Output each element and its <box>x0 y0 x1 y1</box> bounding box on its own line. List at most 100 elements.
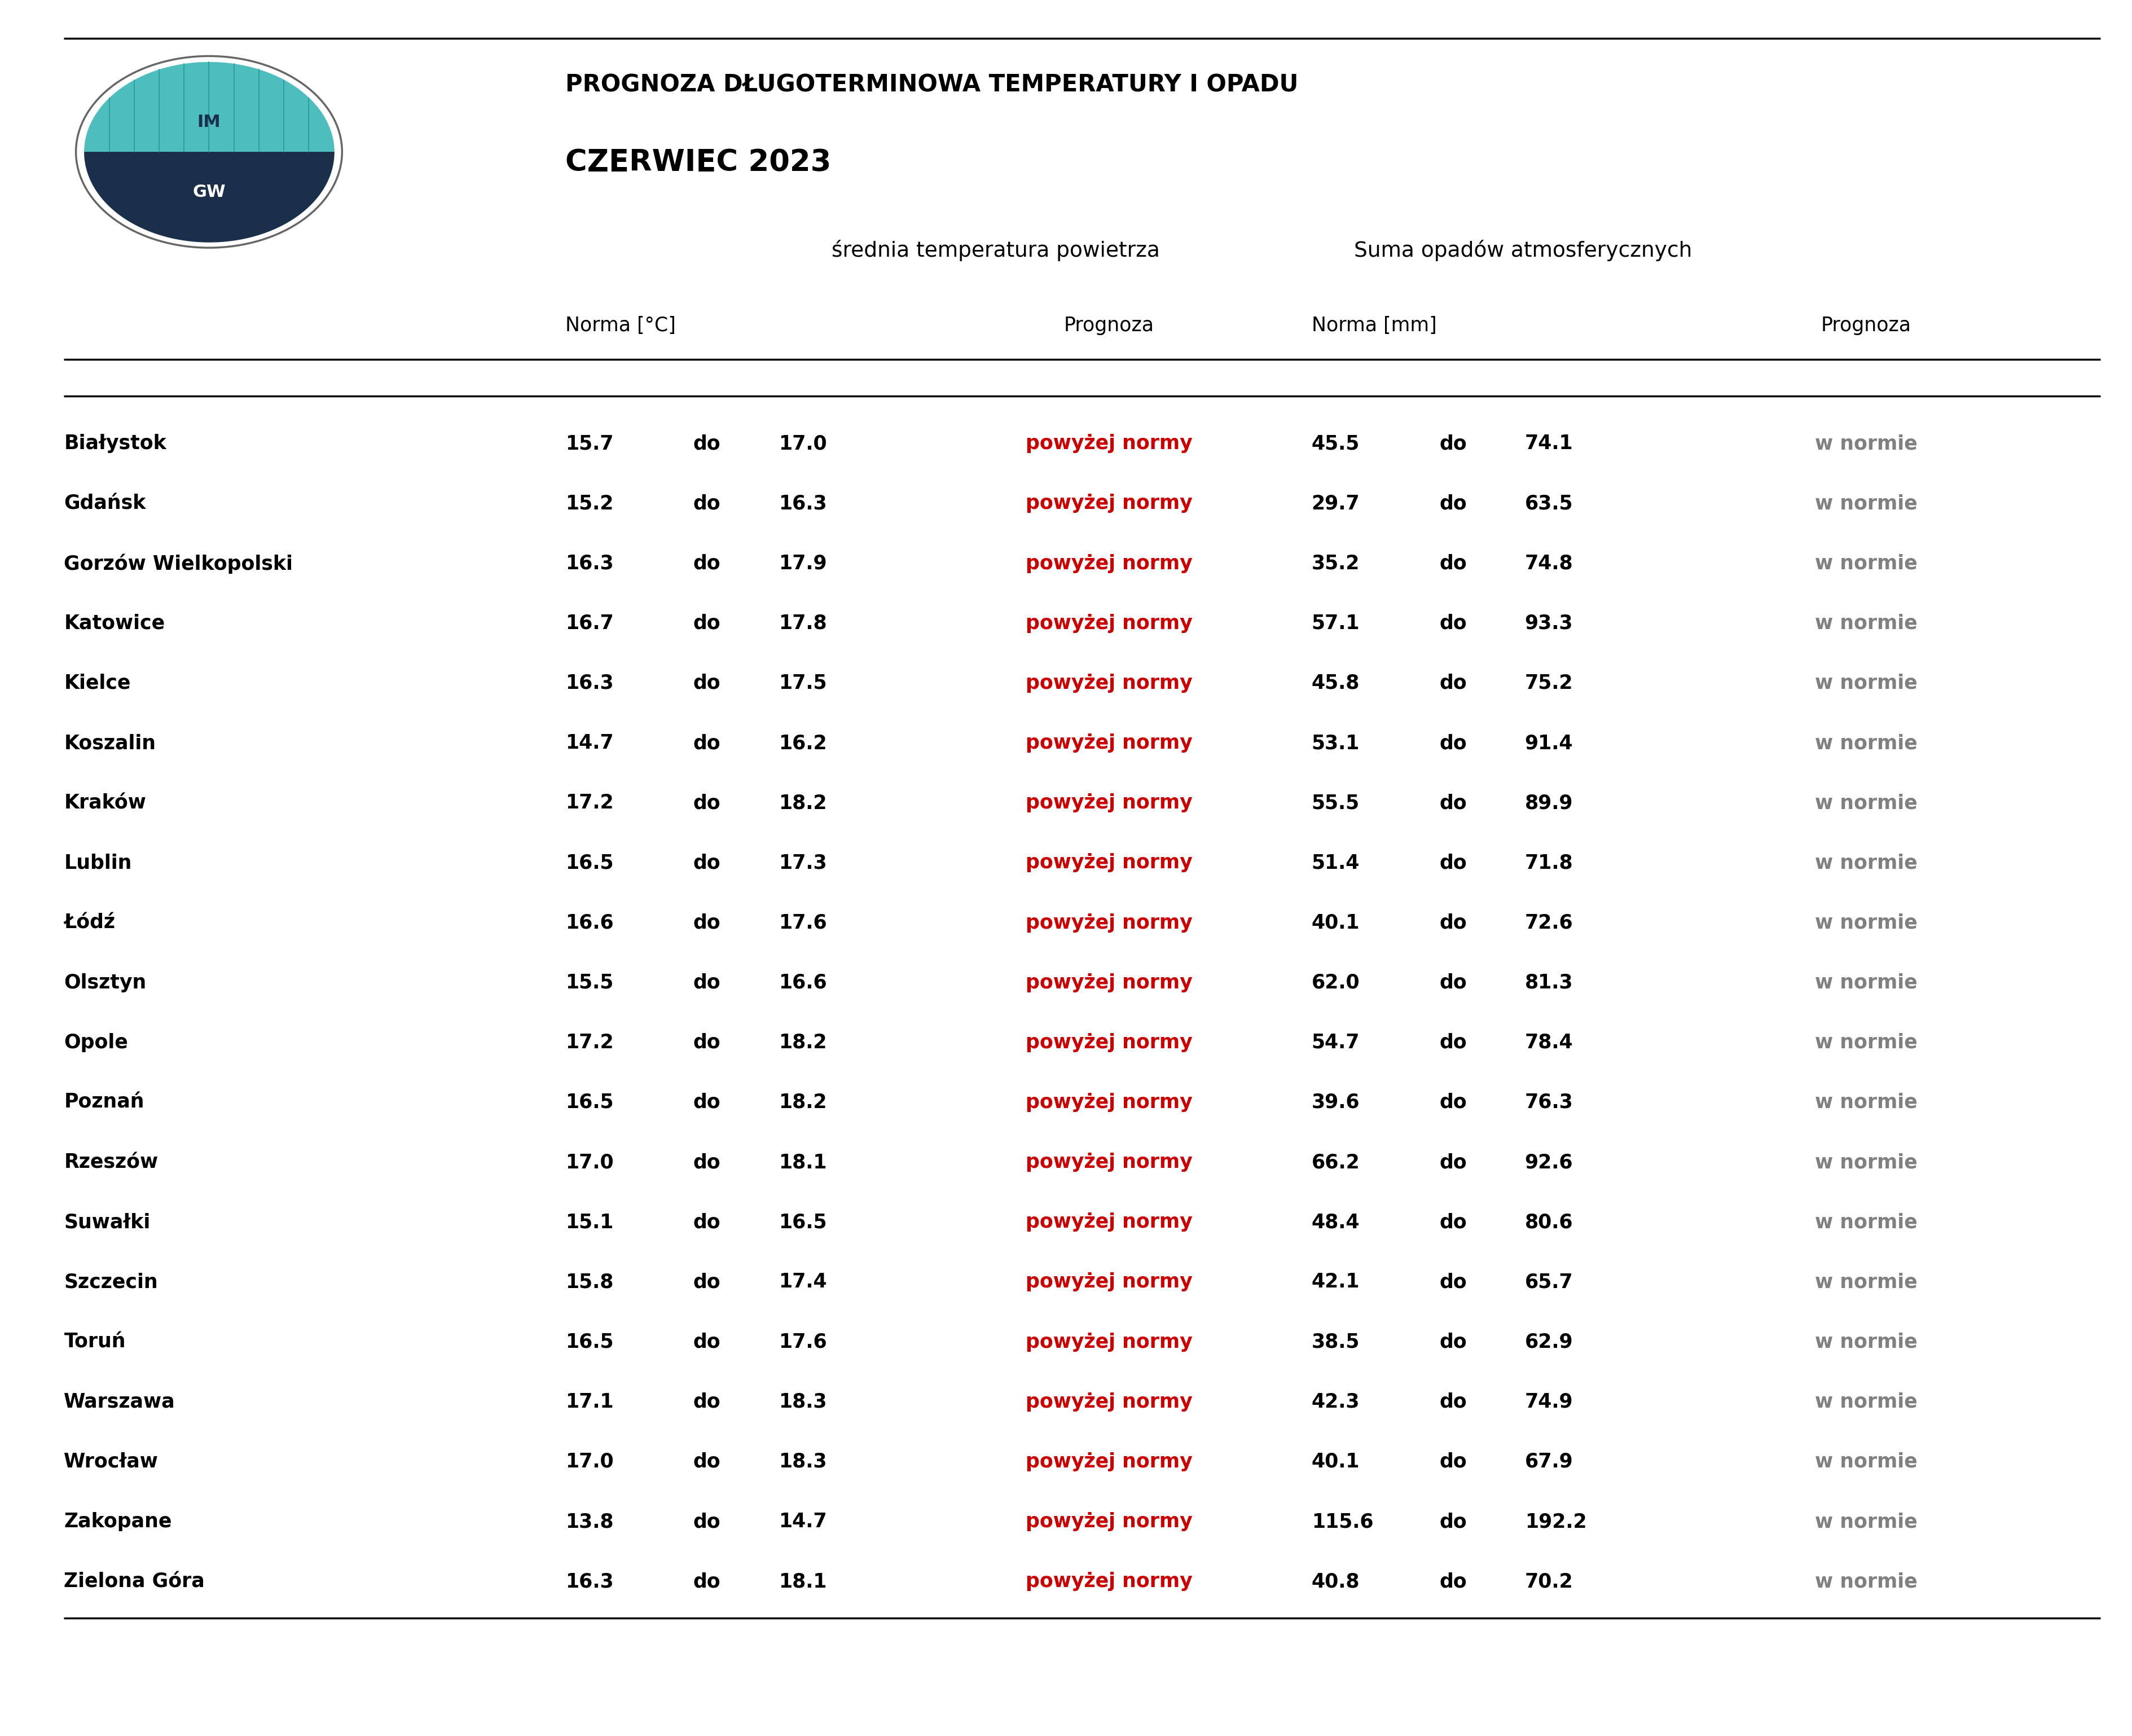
Text: 15.7: 15.7 <box>565 434 614 453</box>
Text: Suwałki: Suwałki <box>64 1212 151 1233</box>
Text: 39.6: 39.6 <box>1311 1094 1360 1113</box>
Text: 78.4: 78.4 <box>1524 1033 1573 1052</box>
Text: Szczecin: Szczecin <box>64 1272 158 1292</box>
Text: do: do <box>693 1333 721 1352</box>
Text: do: do <box>693 615 721 634</box>
Text: do: do <box>693 493 721 514</box>
Text: Katowice: Katowice <box>64 615 164 634</box>
Text: do: do <box>693 1573 721 1592</box>
Text: 16.5: 16.5 <box>565 1094 614 1113</box>
Text: 18.2: 18.2 <box>778 793 827 812</box>
Text: 63.5: 63.5 <box>1524 493 1573 514</box>
Text: Białystok: Białystok <box>64 434 166 453</box>
Text: Gorzów Wielkopolski: Gorzów Wielkopolski <box>64 554 292 575</box>
Text: do: do <box>1439 674 1467 693</box>
Text: 40.8: 40.8 <box>1311 1573 1360 1592</box>
Text: w normie: w normie <box>1814 674 1917 693</box>
Text: 57.1: 57.1 <box>1311 615 1360 634</box>
Text: do: do <box>693 1392 721 1411</box>
Text: w normie: w normie <box>1814 434 1917 453</box>
Text: powyżej normy: powyżej normy <box>1025 1512 1192 1531</box>
Text: 29.7: 29.7 <box>1311 493 1360 514</box>
Text: powyżej normy: powyżej normy <box>1025 793 1192 812</box>
Text: 16.3: 16.3 <box>565 674 614 693</box>
Text: 67.9: 67.9 <box>1524 1451 1573 1472</box>
Text: GW: GW <box>192 184 226 200</box>
Text: do: do <box>1439 913 1467 932</box>
Text: powyżej normy: powyżej normy <box>1025 1451 1192 1472</box>
Text: 18.3: 18.3 <box>778 1451 827 1472</box>
Text: do: do <box>1439 1392 1467 1411</box>
Text: do: do <box>1439 434 1467 453</box>
Text: do: do <box>693 1212 721 1233</box>
Text: powyżej normy: powyżej normy <box>1025 913 1192 932</box>
Text: 74.9: 74.9 <box>1524 1392 1573 1411</box>
Text: w normie: w normie <box>1814 1392 1917 1411</box>
Text: do: do <box>693 674 721 693</box>
Text: 17.2: 17.2 <box>565 793 614 812</box>
Text: Gdańsk: Gdańsk <box>64 493 145 514</box>
Text: 92.6: 92.6 <box>1524 1153 1573 1172</box>
Text: 192.2: 192.2 <box>1524 1512 1586 1531</box>
Text: w normie: w normie <box>1814 1094 1917 1113</box>
Text: 18.1: 18.1 <box>778 1153 827 1172</box>
Text: 18.2: 18.2 <box>778 1094 827 1113</box>
Text: 16.6: 16.6 <box>778 972 827 993</box>
Text: 80.6: 80.6 <box>1524 1212 1573 1233</box>
Text: 17.4: 17.4 <box>778 1272 827 1292</box>
Text: 42.1: 42.1 <box>1311 1272 1360 1292</box>
Text: CZERWIEC 2023: CZERWIEC 2023 <box>565 148 831 177</box>
Text: 17.0: 17.0 <box>565 1451 614 1472</box>
Text: do: do <box>693 434 721 453</box>
Text: Zakopane: Zakopane <box>64 1512 173 1531</box>
Text: 42.3: 42.3 <box>1311 1392 1360 1411</box>
Text: powyżej normy: powyżej normy <box>1025 674 1192 693</box>
Text: 15.2: 15.2 <box>565 493 614 514</box>
Text: 17.9: 17.9 <box>778 554 827 573</box>
Text: 91.4: 91.4 <box>1524 733 1573 753</box>
Text: 16.3: 16.3 <box>565 1573 614 1592</box>
Text: Kielce: Kielce <box>64 674 130 693</box>
Text: do: do <box>693 733 721 753</box>
Text: w normie: w normie <box>1814 793 1917 812</box>
Text: 17.6: 17.6 <box>778 1333 827 1352</box>
Text: powyżej normy: powyżej normy <box>1025 972 1192 993</box>
Text: 81.3: 81.3 <box>1524 972 1573 993</box>
Text: 76.3: 76.3 <box>1524 1094 1573 1113</box>
Text: do: do <box>693 1272 721 1292</box>
Text: 16.7: 16.7 <box>565 615 614 634</box>
Text: do: do <box>1439 1512 1467 1531</box>
Text: 115.6: 115.6 <box>1311 1512 1373 1531</box>
Text: 17.1: 17.1 <box>565 1392 614 1411</box>
Text: w normie: w normie <box>1814 854 1917 873</box>
Text: 62.9: 62.9 <box>1524 1333 1573 1352</box>
Text: Opole: Opole <box>64 1033 128 1052</box>
Text: 15.8: 15.8 <box>565 1272 614 1292</box>
Text: do: do <box>1439 793 1467 812</box>
Text: do: do <box>693 1094 721 1113</box>
Text: powyżej normy: powyżej normy <box>1025 493 1192 514</box>
Text: w normie: w normie <box>1814 972 1917 993</box>
Text: Norma [mm]: Norma [mm] <box>1311 316 1437 335</box>
Text: w normie: w normie <box>1814 493 1917 514</box>
Text: 14.7: 14.7 <box>778 1512 827 1531</box>
Text: 14.7: 14.7 <box>565 733 614 753</box>
Text: do: do <box>693 854 721 873</box>
Text: 17.0: 17.0 <box>565 1153 614 1172</box>
Text: do: do <box>1439 854 1467 873</box>
Text: 53.1: 53.1 <box>1311 733 1360 753</box>
Text: w normie: w normie <box>1814 1153 1917 1172</box>
Text: 89.9: 89.9 <box>1524 793 1573 812</box>
Text: w normie: w normie <box>1814 733 1917 753</box>
Text: do: do <box>693 972 721 993</box>
Text: 51.4: 51.4 <box>1311 854 1360 873</box>
Text: Lublin: Lublin <box>64 854 132 873</box>
Text: 62.0: 62.0 <box>1311 972 1360 993</box>
Text: powyżej normy: powyżej normy <box>1025 1392 1192 1411</box>
Text: do: do <box>1439 1094 1467 1113</box>
Text: 16.5: 16.5 <box>565 1333 614 1352</box>
Text: 16.6: 16.6 <box>565 913 614 932</box>
Text: 72.6: 72.6 <box>1524 913 1573 932</box>
Text: IM: IM <box>196 115 222 130</box>
Text: 17.6: 17.6 <box>778 913 827 932</box>
